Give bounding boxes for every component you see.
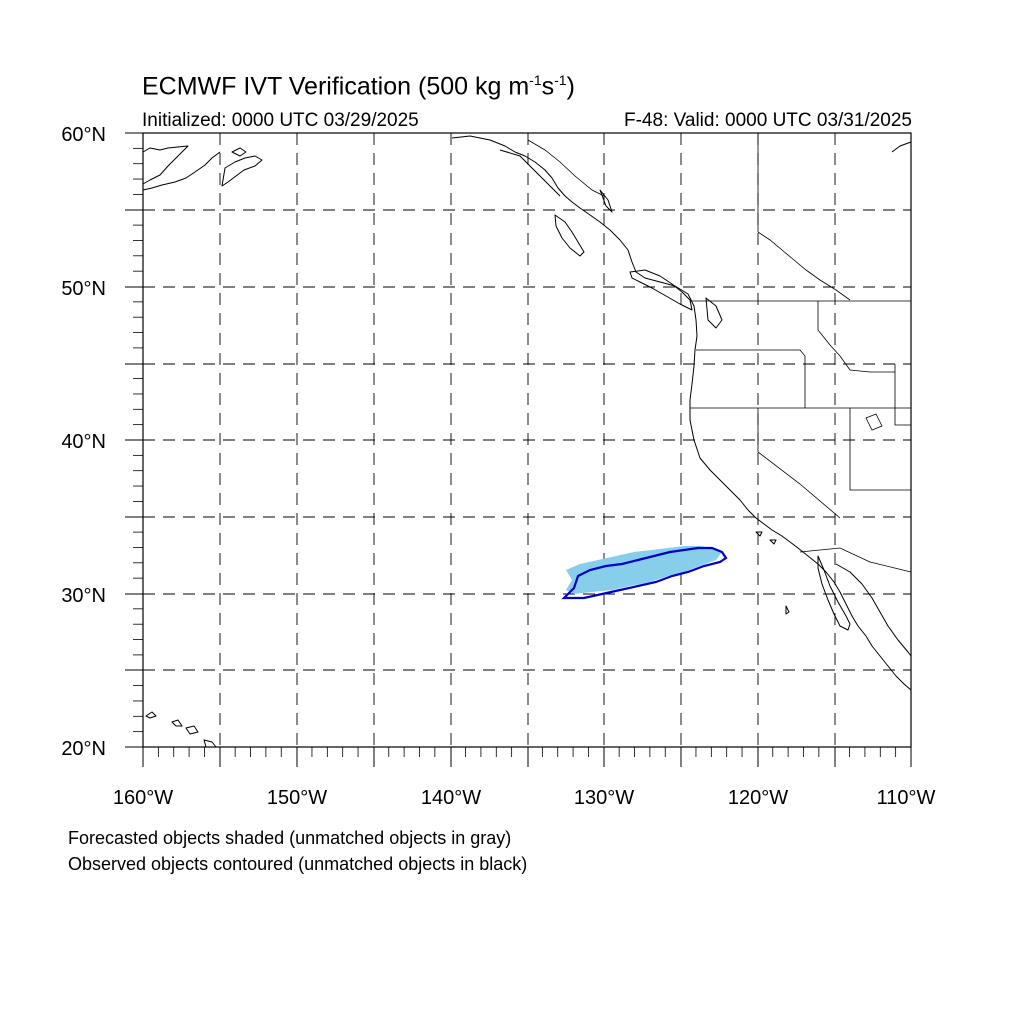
forecast-note: Forecasted objects shaded (unmatched obj… bbox=[68, 828, 512, 848]
us-mexico-border bbox=[799, 547, 912, 573]
canada-interior-line bbox=[757, 231, 851, 301]
southeast-alaska-inner-coast bbox=[499, 149, 561, 197]
coastlines bbox=[142, 135, 912, 748]
idaho-montana-border bbox=[817, 301, 895, 373]
oahu bbox=[171, 719, 183, 727]
gulf-of-california-east-coast bbox=[835, 563, 912, 657]
alaska-south-coast bbox=[142, 151, 221, 191]
big-island bbox=[203, 739, 217, 748]
lon-label-140w: 140°W bbox=[421, 787, 481, 809]
maui bbox=[185, 725, 199, 735]
observed-note: Observed objects contoured (unmatched ob… bbox=[68, 854, 528, 874]
axis-ticks bbox=[125, 132, 912, 767]
north-america-pacific-coast bbox=[451, 135, 912, 691]
observed-ivt-contour bbox=[561, 546, 728, 600]
kodiak-island bbox=[221, 155, 263, 187]
washington-oregon-border bbox=[696, 349, 806, 408]
utah-arizona-border bbox=[849, 408, 911, 491]
lon-label-160w: 160°W bbox=[113, 787, 173, 809]
initialized-time: Initialized: 0000 UTC 03/29/2025 bbox=[142, 110, 419, 131]
map-title: ECMWF IVT Verification (500 kg m-1s-1) bbox=[142, 72, 575, 101]
vancouver-island bbox=[629, 269, 693, 311]
hudson-bay-coast bbox=[891, 141, 912, 153]
lat-label-20n: 20°N bbox=[61, 738, 106, 760]
alaska-bc-border bbox=[527, 139, 605, 197]
california-nevada-border bbox=[757, 408, 841, 519]
forecast-ivt-object bbox=[566, 546, 722, 594]
latitude-labels: 60°N 50°N 40°N 30°N 20°N bbox=[61, 124, 106, 760]
channel-island-1 bbox=[755, 531, 763, 537]
island-kodiak-north bbox=[231, 147, 247, 157]
lat-label-40n: 40°N bbox=[61, 431, 106, 453]
legend-notes: Forecasted objects shaded (unmatched obj… bbox=[68, 825, 527, 877]
wyoming-border bbox=[894, 364, 911, 426]
haida-gwaii bbox=[554, 214, 585, 257]
lat-label-60n: 60°N bbox=[61, 124, 106, 146]
valid-time: F-48: Valid: 0000 UTC 03/31/2025 bbox=[624, 110, 912, 131]
lat-label-50n: 50°N bbox=[61, 278, 106, 300]
lon-label-120w: 120°W bbox=[728, 787, 788, 809]
bc-inlet bbox=[599, 189, 613, 213]
graticule bbox=[143, 133, 911, 747]
alaska-peninsula-coast bbox=[142, 145, 189, 185]
great-salt-lake bbox=[865, 413, 883, 431]
lat-label-30n: 30°N bbox=[61, 585, 106, 607]
longitude-labels: 160°W 150°W 140°W 130°W 120°W 110°W bbox=[113, 787, 936, 809]
guadalupe-island bbox=[785, 605, 790, 615]
lon-label-110w: 110°W bbox=[877, 787, 936, 809]
channel-island-2 bbox=[769, 539, 777, 545]
lon-label-130w: 130°W bbox=[574, 787, 634, 809]
political-borders bbox=[527, 133, 912, 573]
minor-ticks bbox=[133, 147, 897, 757]
kauai bbox=[145, 711, 157, 719]
puget-sound bbox=[705, 297, 723, 329]
baja-california bbox=[817, 555, 851, 631]
lon-label-150w: 150°W bbox=[267, 787, 327, 809]
